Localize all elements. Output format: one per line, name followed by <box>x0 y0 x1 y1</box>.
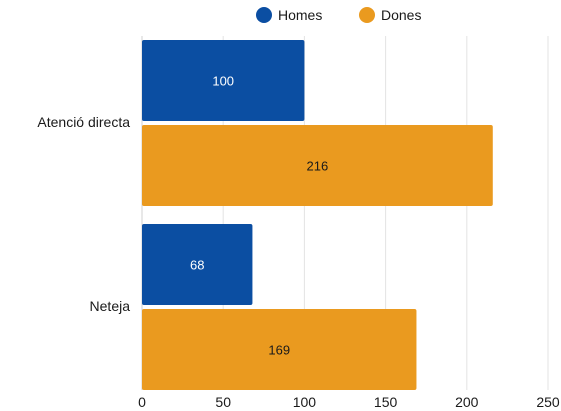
x-tick-label: 200 <box>455 394 479 410</box>
legend-label: Dones <box>381 7 421 23</box>
bar-homes <box>142 40 305 121</box>
data-label: 68 <box>190 258 204 273</box>
x-tick-label: 150 <box>374 394 398 410</box>
legend: Homes Dones <box>256 7 421 23</box>
category-label: Neteja <box>90 298 131 314</box>
bar-dones <box>142 309 417 390</box>
x-tick-label: 250 <box>536 394 560 410</box>
legend-swatch-homes <box>256 7 272 23</box>
data-label: 169 <box>268 343 290 358</box>
data-label: 216 <box>307 159 329 174</box>
x-tick-label: 100 <box>293 394 317 410</box>
x-tick-label: 0 <box>138 394 146 410</box>
category-label: Atenció directa <box>37 114 130 130</box>
data-label: 100 <box>212 74 234 89</box>
bar-homes <box>142 224 253 305</box>
bar-dones <box>142 125 493 206</box>
bars <box>142 40 493 390</box>
legend-label: Homes <box>278 7 322 23</box>
labels: 0 50 100 150 200 250 100 216 Atenció directa 68 16… <box>37 74 560 411</box>
legend-swatch-dones <box>359 7 375 23</box>
x-tick-label: 50 <box>215 394 231 410</box>
